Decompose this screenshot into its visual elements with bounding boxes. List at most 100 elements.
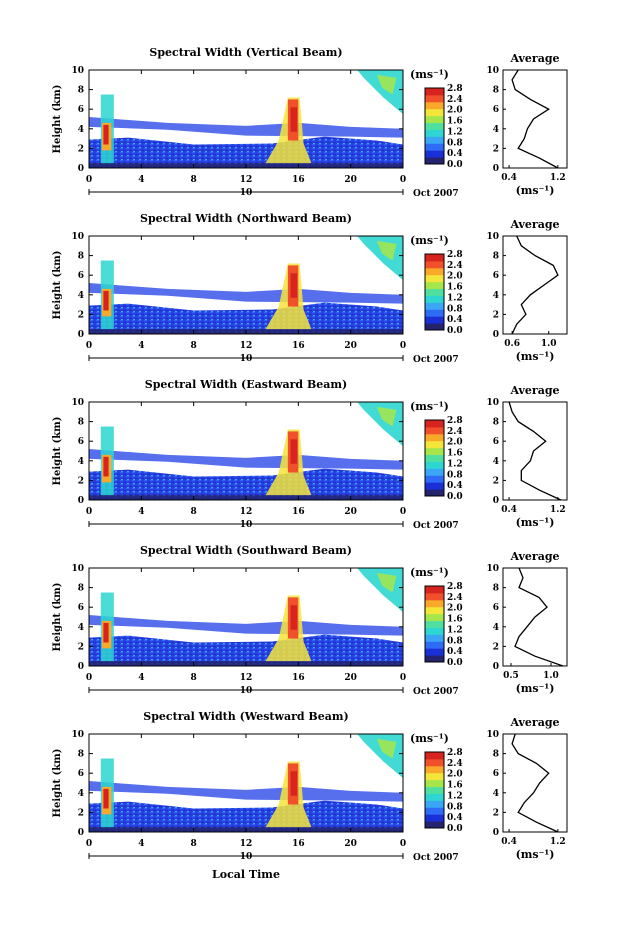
x-tick-label: 0: [86, 507, 92, 517]
colorbar-tick-label: 1.6: [447, 615, 463, 625]
boundary-layer-echo: [89, 468, 403, 500]
profile-frame: [502, 69, 568, 169]
colorbar-tick-label: 1.6: [447, 283, 463, 293]
colorbar-swatch: [425, 115, 444, 124]
y-tick-label: 8: [78, 418, 84, 428]
x-tick-label: 16: [292, 175, 305, 185]
profile-y-tick: 8: [493, 750, 499, 760]
heatmap: [89, 70, 403, 168]
colorbar-swatch: [425, 765, 444, 774]
day-marker: 10: [240, 686, 253, 696]
colorbar-tick-label: 0.8: [447, 304, 463, 314]
colorbar-tick-label: 0.8: [447, 138, 463, 148]
panel-title: Spectral Width (Vertical Beam): [149, 46, 342, 59]
mid-layer-echo: [89, 117, 403, 138]
colorbar-tick-label: 0.8: [447, 636, 463, 646]
day-marker: 10: [240, 520, 253, 530]
profile-y-tick: 8: [493, 584, 499, 594]
colorbar-tick-label: 0.0: [447, 492, 463, 502]
x-axis-label: Local Time: [212, 868, 280, 881]
profile-y-tick: 2: [493, 808, 499, 818]
colorbar-tick-label: 2.8: [447, 84, 463, 94]
panel-title: Spectral Width (Southward Beam): [140, 544, 352, 557]
colorbar-swatch: [425, 461, 444, 469]
profile-frame: [502, 733, 568, 833]
colorbar-swatch: [425, 420, 444, 428]
colorbar-swatch: [425, 758, 444, 767]
x-tick-label: 8: [191, 839, 197, 849]
profile-title: Average: [509, 716, 559, 729]
profile-y-tick: 6: [493, 271, 499, 281]
colorbar-tick-label: 2.4: [447, 759, 463, 769]
colorbar-tick-label: 1.2: [447, 293, 463, 303]
profile-frame: [502, 235, 568, 335]
profile-y-tick: 8: [493, 252, 499, 262]
y-tick-label: 6: [78, 271, 84, 281]
y-axis-label: Height (km): [52, 85, 63, 154]
x-tick-label: 0: [400, 175, 406, 185]
panel-0: Spectral Width (Vertical Beam) Height (km…: [52, 46, 568, 199]
panel-title: Spectral Width (Northward Beam): [140, 212, 352, 225]
profile-y-tick: 6: [493, 603, 499, 613]
profile-x-tick: 0.5: [503, 671, 519, 681]
profile-title: Average: [509, 52, 559, 65]
date-label: Oct 2007: [413, 355, 459, 365]
y-tick-label: 10: [71, 232, 84, 242]
colorbar-swatch: [425, 807, 444, 815]
profile-y-tick: 0: [493, 828, 499, 838]
x-tick-label: 20: [344, 341, 357, 351]
profile-line: [511, 235, 559, 335]
x-tick-label: 12: [240, 341, 253, 351]
x-tick-label: 16: [292, 673, 305, 683]
y-tick-label: 4: [78, 457, 84, 467]
x-tick-label: 20: [344, 839, 357, 849]
boundary-layer-echo: [89, 136, 403, 168]
colorbar-swatch: [425, 157, 444, 165]
colorbar-swatch: [425, 786, 444, 794]
y-tick-label: 2: [78, 144, 84, 154]
profile-y-tick: 0: [493, 330, 499, 340]
x-tick-label: 0: [86, 673, 92, 683]
colorbar-swatch: [425, 800, 444, 808]
x-tick-label: 0: [86, 341, 92, 351]
colorbar-tick-label: 2.8: [447, 416, 463, 426]
profile-y-tick: 6: [493, 105, 499, 115]
y-axis-label: Height (km): [52, 251, 63, 320]
y-tick-label: 6: [78, 769, 84, 779]
colorbar-frame: [424, 751, 445, 829]
x-tick-label: 0: [86, 839, 92, 849]
colorbar-tick-label: 2.0: [447, 106, 463, 116]
mid-layer-echo: [89, 283, 403, 304]
colorbar-tick-label: 0.4: [447, 647, 463, 657]
y-axis-label: Height (km): [52, 749, 63, 818]
colorbar-swatch: [425, 136, 444, 144]
y-tick-label: 10: [71, 564, 84, 574]
colorbar-swatch: [425, 489, 444, 497]
colorbar-tick-label: 0.0: [447, 326, 463, 336]
colorbar-swatch: [425, 440, 444, 449]
boundary-layer-echo: [89, 302, 403, 334]
colorbar-swatch: [425, 288, 444, 296]
colorbar-swatch: [425, 641, 444, 649]
colorbar-swatch: [425, 793, 444, 801]
profile-x-tick: 0.6: [504, 339, 520, 349]
x-tick-label: 12: [240, 507, 253, 517]
profile-y-tick: 4: [493, 291, 499, 301]
colorbar-swatch: [425, 634, 444, 642]
day-marker: 10: [240, 188, 253, 198]
y-tick-label: 2: [78, 808, 84, 818]
colorbar-unit-label: (ms⁻¹): [410, 566, 449, 579]
profile-line: [508, 401, 562, 501]
profile-y-tick: 4: [493, 457, 499, 467]
colorbar-tick-label: 2.8: [447, 250, 463, 260]
y-tick-label: 8: [78, 584, 84, 594]
heatmap: [89, 236, 403, 334]
profile-y-tick: 2: [493, 642, 499, 652]
profile-x-label: (ms⁻¹): [516, 682, 555, 695]
y-tick-label: 6: [78, 603, 84, 613]
y-tick-label: 0: [78, 662, 84, 672]
x-tick-label: 4: [138, 673, 144, 683]
colorbar-frame: [424, 585, 445, 663]
colorbar-tick-label: 2.4: [447, 261, 463, 271]
